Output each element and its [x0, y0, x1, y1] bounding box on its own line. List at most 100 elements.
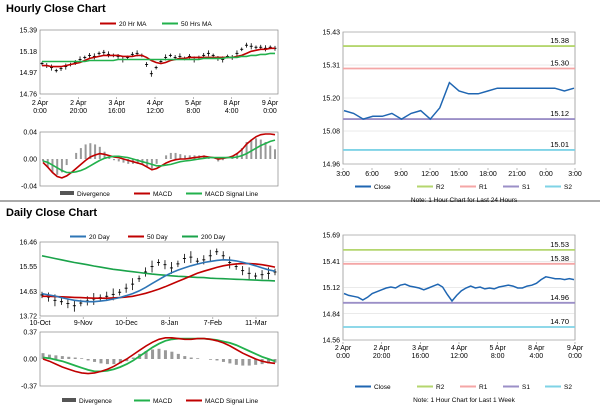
divergence-bar	[165, 155, 168, 159]
x-tick-label: 8-Jan	[161, 320, 179, 327]
divergence-bar	[169, 152, 172, 159]
divergence-bar	[202, 155, 205, 159]
y-tick-label: 15.31	[322, 63, 340, 70]
divergence-bar	[117, 159, 120, 162]
x-tick-label: 7-Feb	[204, 320, 222, 327]
divergence-bar	[183, 356, 187, 359]
legend-divergence-swatch	[62, 398, 76, 402]
divergence-bar	[99, 359, 103, 364]
ma-50-day-line	[42, 262, 276, 299]
y-tick-label: 0.00	[23, 157, 37, 164]
level-r2-label: 15.53	[550, 240, 569, 249]
divergence-bar	[94, 144, 97, 159]
divergence-bar	[89, 143, 92, 159]
divergence-bar	[254, 359, 258, 365]
ma-200-day-line	[41, 255, 276, 282]
divergence-bar	[79, 148, 82, 159]
legend-signal: MACD Signal Line	[205, 398, 258, 405]
level-r2-label: 15.38	[550, 36, 569, 45]
divergence-bar	[274, 149, 276, 159]
divergence-bar	[221, 159, 224, 161]
y-tick-label: 14.56	[322, 338, 340, 345]
x-tick-label: 4 Apr 12:00	[146, 100, 164, 115]
divergence-bar	[105, 359, 109, 365]
y-tick-label: 14.97	[19, 70, 37, 77]
divergence-bar	[217, 159, 220, 162]
macd-line	[42, 337, 276, 375]
x-tick-label: 12:00	[421, 171, 439, 178]
divergence-bar	[189, 357, 193, 359]
x-tick-label: 15:00	[450, 171, 468, 178]
x-tick-label: 11-Mar	[245, 320, 267, 327]
level-s2-label: 15.01	[550, 140, 569, 149]
x-tick-label: 3 Apr 16:00	[412, 345, 430, 360]
hourly-section-title: Hourly Close Chart	[6, 3, 106, 15]
divergence-bar	[228, 359, 232, 364]
ma-20-day-line	[41, 258, 276, 303]
legend-divergence: Divergence	[77, 191, 110, 198]
y-tick-label: 15.12	[322, 285, 340, 292]
x-tick-label: 9:00	[394, 171, 408, 178]
divergence-bar	[215, 359, 219, 361]
divergence-bar	[54, 355, 58, 359]
x-tick-label: 5 Apr 8:00	[489, 345, 506, 360]
divergence-bar	[86, 359, 90, 361]
hourly-macd-chart: 0.04 0.00 -0.04 Divergence MACD MACD Signal L…	[21, 130, 279, 198]
divergence-bar	[122, 159, 125, 163]
x-tick-label: 2 Apr 0:00	[335, 345, 352, 360]
x-tick-label: 2 Apr 0:00	[32, 100, 49, 115]
divergence-bar	[151, 349, 155, 359]
divergence-bar	[75, 152, 78, 159]
legend-divergence-swatch	[60, 191, 74, 195]
x-tick-label: 5 Apr 8:00	[185, 100, 202, 115]
y-tick-label: 0.00	[23, 357, 37, 364]
chart-note: Note: 1 Hour Chart for Last 1 Week	[413, 397, 516, 404]
divergence-bar	[264, 141, 267, 159]
x-tick-label: 3 Apr 16:00	[108, 100, 126, 115]
legend-50hrs-ma: 50 Hrs MA	[181, 21, 212, 28]
divergence-bar	[136, 159, 139, 164]
divergence-bar	[234, 359, 238, 365]
y-tick-label: 15.08	[322, 129, 340, 136]
y-tick-label: 15.43	[322, 30, 340, 37]
divergence-bar	[236, 152, 239, 159]
y-tick-label: 15.20	[322, 96, 340, 103]
divergence-bar	[241, 359, 245, 366]
legend-r2: R2	[436, 184, 445, 191]
level-s1-label: 15.12	[550, 109, 569, 118]
y-tick-label: 0.37	[23, 330, 37, 337]
divergence-bar	[250, 139, 253, 159]
divergence-bar	[259, 139, 262, 159]
y-tick-label: 15.41	[322, 259, 340, 266]
daily-section-title: Daily Close Chart	[6, 207, 98, 219]
ma-50hrs-line	[42, 52, 275, 63]
divergence-bar	[269, 145, 272, 159]
divergence-bar	[209, 359, 213, 360]
macd-line	[42, 133, 276, 179]
divergence-bar	[103, 151, 106, 159]
divergence-bar	[163, 350, 167, 359]
x-tick-label: 10-Dec	[115, 320, 138, 327]
divergence-bar	[42, 159, 44, 162]
legend-r2: R2	[436, 384, 445, 391]
divergence-bar	[113, 159, 116, 161]
divergence-bar	[67, 356, 71, 359]
legend-s1: S1	[522, 384, 530, 391]
x-tick-label: 21:00	[508, 171, 526, 178]
divergence-bar	[41, 353, 45, 359]
y-tick-label: 14.96	[322, 162, 340, 169]
legend-20-day: 20 Day	[89, 234, 110, 241]
divergence-bar	[240, 148, 243, 159]
divergence-bar	[184, 155, 187, 159]
divergence-bar	[179, 154, 182, 159]
legend-macd: MACD	[153, 191, 172, 198]
x-tick-label: 9 Apr 0:00	[567, 345, 584, 360]
x-tick-label: 10-Oct	[29, 320, 50, 327]
macd-signal-line	[42, 139, 276, 174]
y-tick-label: 0.04	[23, 130, 37, 137]
legend-s2: S2	[564, 184, 572, 191]
y-tick-label: 14.63	[19, 289, 37, 296]
y-tick-label: 15.55	[19, 264, 37, 271]
y-tick-label: 15.69	[322, 233, 340, 240]
legend-200-day: 200 Day	[201, 234, 226, 241]
